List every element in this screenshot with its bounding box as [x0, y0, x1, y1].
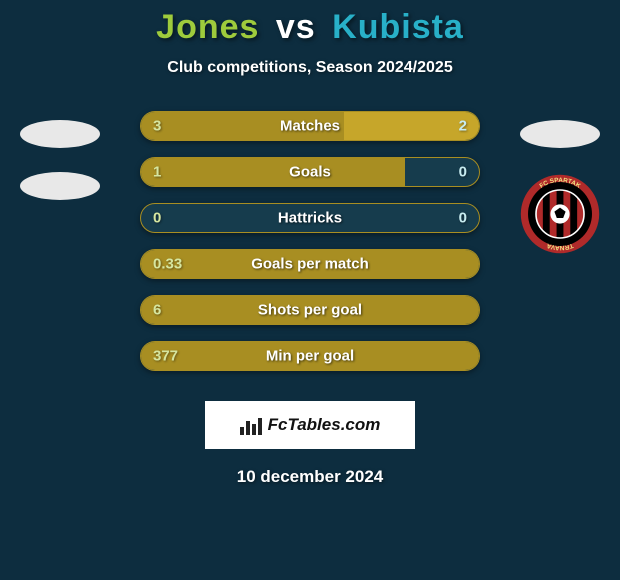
- stat-bar: Goals per match 0.33: [140, 249, 480, 279]
- page-title: Jones vs Kubista: [156, 8, 464, 47]
- club-placeholder-icon: [520, 120, 600, 148]
- stat-bar: Hattricks 0 0: [140, 203, 480, 233]
- club-placeholder-icon: [20, 120, 100, 148]
- club-badge-icon: FC SPARTAKTRNAVA: [520, 174, 600, 254]
- stat-bar: Shots per goal 6: [140, 295, 480, 325]
- fctables-text: FcTables.com: [268, 415, 381, 435]
- stat-value-right: 2: [459, 118, 467, 135]
- stat-value-right: 0: [459, 164, 467, 181]
- left-badges: [20, 120, 100, 200]
- stat-rows: Matches 3 2 Goals 1 0 Hattricks 0 0 Goals per mat…: [140, 111, 480, 371]
- stat-label: Goals: [289, 164, 331, 181]
- bars-icon: [240, 415, 262, 435]
- date: 10 december 2024: [237, 467, 384, 487]
- stat-bar: Matches 3 2: [140, 111, 480, 141]
- stat-fill-left: [141, 158, 405, 186]
- fctables-logo: FcTables.com: [205, 401, 415, 449]
- right-badges: FC SPARTAKTRNAVA: [520, 120, 600, 254]
- title-vs: vs: [276, 8, 316, 46]
- stat-label: Shots per goal: [258, 302, 362, 319]
- stat-value-left: 1: [153, 164, 161, 181]
- club-placeholder-icon: [20, 172, 100, 200]
- stat-label: Matches: [280, 118, 340, 135]
- stat-value-left: 377: [153, 348, 178, 365]
- stat-value-left: 6: [153, 302, 161, 319]
- stat-bar: Min per goal 377: [140, 341, 480, 371]
- stat-value-right: 0: [459, 210, 467, 227]
- subtitle: Club competitions, Season 2024/2025: [167, 59, 452, 77]
- stat-value-left: 0: [153, 210, 161, 227]
- title-player-b: Kubista: [332, 8, 464, 46]
- stat-label: Hattricks: [278, 210, 342, 227]
- stat-label: Goals per match: [251, 256, 369, 273]
- stat-bar: Goals 1 0: [140, 157, 480, 187]
- stat-value-left: 0.33: [153, 256, 182, 273]
- stat-label: Min per goal: [266, 348, 354, 365]
- stat-value-left: 3: [153, 118, 161, 135]
- title-player-a: Jones: [156, 8, 259, 46]
